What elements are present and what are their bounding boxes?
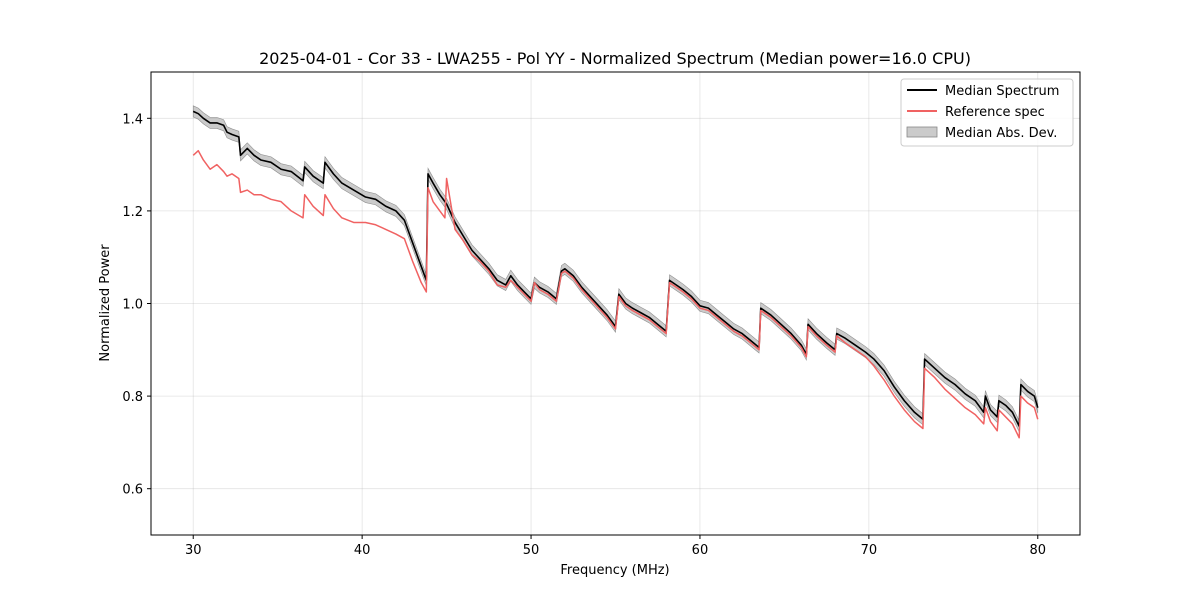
series-layer	[192, 110, 1039, 439]
legend-label-median: Median Spectrum	[945, 84, 1059, 99]
x-axis-ticks: 30 40 50 60 70 80	[185, 535, 1046, 558]
y-tick-label: 0.8	[122, 390, 143, 405]
x-axis-title: Frequency (MHz)	[560, 563, 669, 578]
reference-spec-line	[192, 149, 1039, 439]
legend-swatch-mad	[906, 126, 938, 138]
legend-label-mad: Median Abs. Dev.	[945, 126, 1057, 141]
x-tick-label: 70	[861, 543, 878, 558]
x-tick-label: 80	[1029, 543, 1046, 558]
y-tick-label: 1.0	[122, 298, 143, 313]
y-tick-label: 0.6	[122, 483, 143, 498]
x-tick-label: 40	[354, 543, 371, 558]
mad-band-layer	[192, 105, 1039, 432]
y-axis-ticks: 0.6 0.8 1.0 1.2 1.4	[122, 112, 151, 498]
mad-band	[192, 105, 1039, 432]
median-spectrum-line	[192, 110, 1039, 427]
y-tick-label: 1.4	[122, 112, 143, 127]
x-tick-label: 60	[692, 543, 709, 558]
legend-box	[900, 78, 1074, 147]
legend: Median Spectrum Reference spec Median Ab…	[900, 78, 1074, 147]
y-tick-label: 1.2	[122, 205, 143, 220]
x-tick-label: 30	[185, 543, 202, 558]
grid-lines	[151, 72, 1080, 535]
y-axis-title: Normalized Power	[98, 244, 113, 362]
legend-label-reference: Reference spec	[945, 105, 1045, 120]
x-tick-label: 50	[523, 543, 540, 558]
chart-title: 2025-04-01 - Cor 33 - LWA255 - Pol YY - …	[259, 49, 971, 68]
